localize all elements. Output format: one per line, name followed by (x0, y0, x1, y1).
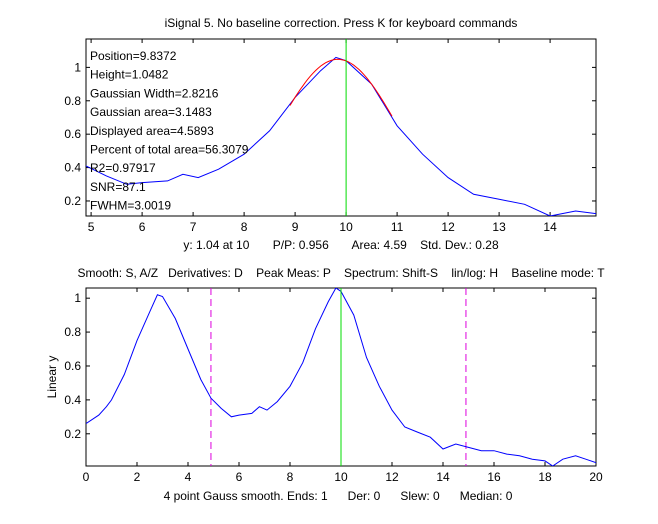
x-tick-label: 13 (492, 220, 506, 234)
x-tick-label: 0 (83, 470, 90, 484)
x-tick-label: 2 (134, 470, 141, 484)
peak-annotation: SNR=87.1 (90, 180, 146, 194)
x-tick-label: 6 (139, 220, 146, 234)
signal-line (86, 288, 596, 466)
bottom-xlabel: 4 point Gauss smooth. Ends: 1 Der: 0 Sle… (164, 489, 513, 503)
top-xlabel: y: 1.04 at 10 P/P: 0.956 Area: 4.59 Std.… (183, 238, 499, 252)
y-tick-label: 0.2 (64, 427, 81, 441)
y-tick-label: 0.4 (64, 161, 81, 175)
x-tick-label: 16 (487, 470, 501, 484)
peak-annotation: Gaussian Width=2.8216 (90, 86, 219, 100)
x-tick-label: 5 (88, 220, 95, 234)
peak-annotation: Position=9.8372 (90, 49, 177, 63)
x-tick-label: 7 (190, 220, 197, 234)
bottom-axes[interactable]: 0 2 4 6 8 10 12 14 16 18 20 0.2 0.4 0.6 0.8 1 (64, 287, 603, 484)
plot-content (86, 288, 596, 466)
y-tick-label: 0.4 (64, 393, 81, 407)
x-tick-label: 8 (241, 220, 248, 234)
y-tick-label: 0.8 (64, 94, 81, 108)
x-tick-label: 9 (292, 220, 299, 234)
peak-annotation: Gaussian area=3.1483 (90, 105, 212, 119)
x-tick-label: 10 (334, 470, 348, 484)
plot-area (85, 38, 597, 217)
peak-annotation: Height=1.0482 (90, 68, 169, 82)
x-tick-label: 20 (589, 470, 603, 484)
signal-line (86, 56, 596, 216)
gaussian-fit-line (289, 58, 393, 117)
y-tick-label: 0.8 (64, 325, 81, 339)
y-tick-label: 1 (74, 60, 81, 74)
bottom-ylabel: Linear y (45, 356, 59, 399)
x-tick-label: 10 (339, 220, 353, 234)
peak-annotation: Percent of total area=56.3079 (90, 143, 249, 157)
x-tick-label: 11 (391, 220, 404, 234)
y-tick-label: 0.2 (64, 194, 81, 208)
x-tick-label: 12 (441, 220, 455, 234)
x-tick-label: 14 (543, 220, 557, 234)
peak-annotation: FWHM=3.0019 (90, 199, 171, 213)
peak-annotation: R2=0.97917 (90, 161, 156, 175)
x-tick-label: 8 (287, 470, 294, 484)
x-tick-label: 4 (185, 470, 192, 484)
x-tick-label: 12 (385, 470, 399, 484)
top-axes[interactable]: 5 6 7 8 9 10 11 12 13 14 0.2 0.4 0.6 0.8 1 Position=9.8… (0, 38, 658, 234)
y-tick-label: 0.6 (64, 359, 81, 373)
x-tick-label: 14 (436, 470, 450, 484)
y-tick-label: 1 (74, 291, 81, 305)
peak-annotation: Displayed area=4.5893 (90, 124, 214, 138)
x-tick-label: 18 (538, 470, 552, 484)
bottom-title: Smooth: S, A/Z Derivatives: D Peak Meas:… (77, 266, 605, 280)
y-tick-label: 0.6 (64, 127, 81, 141)
plot-content (86, 39, 596, 216)
top-title: iSignal 5. No baseline correction. Press… (165, 16, 518, 30)
x-tick-label: 6 (236, 470, 243, 484)
